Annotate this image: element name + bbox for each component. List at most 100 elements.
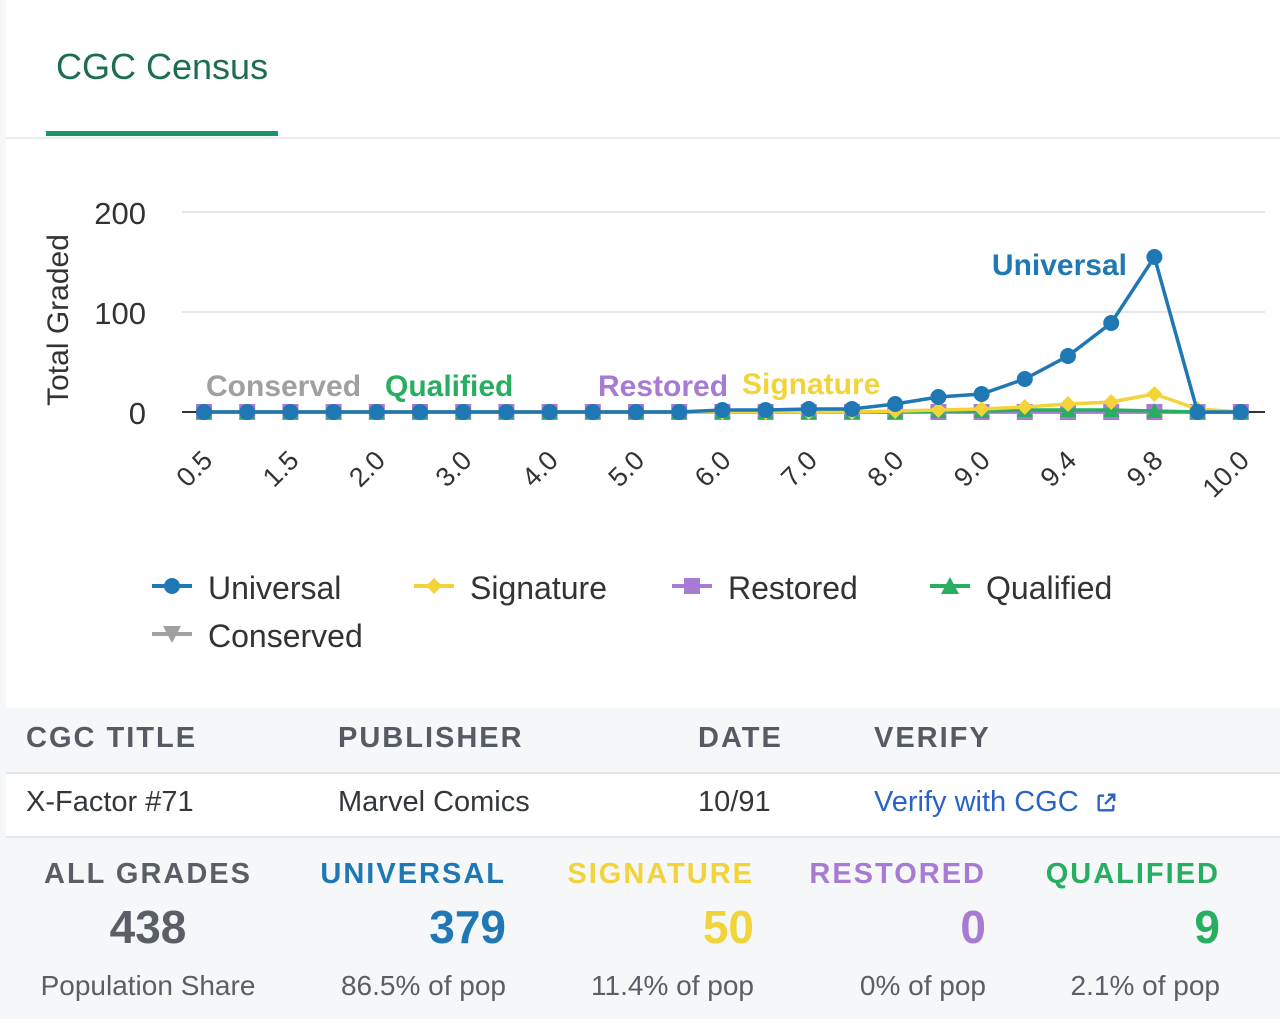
data-point-universal — [628, 404, 644, 420]
x-tick-label: 4.0 — [516, 445, 564, 493]
data-point-universal — [844, 401, 860, 417]
data-point-universal — [714, 402, 731, 418]
stat-signature: SIGNATURE 50 11.4% of pop — [534, 838, 754, 1019]
legend-label: Universal — [208, 570, 342, 606]
x-tick-label: 0.5 — [170, 445, 218, 493]
legend-item-restored[interactable]: Restored — [670, 566, 890, 606]
column-header-title: CGC TITLE — [26, 722, 198, 754]
legend-label: Signature — [470, 570, 607, 606]
data-point-universal — [1146, 249, 1163, 265]
tab-cgc-census[interactable]: CGC Census — [46, 0, 278, 137]
series-annotation-qualified: Qualified — [385, 370, 513, 403]
data-point-universal — [541, 404, 558, 420]
data-point-universal — [1103, 315, 1120, 331]
verify-link-label: Verify with CGC — [874, 786, 1079, 818]
data-point-signature — [1103, 394, 1120, 410]
stat-note: 11.4% of pop — [591, 970, 754, 1001]
data-point-universal — [757, 402, 774, 418]
verify-with-cgc-link[interactable]: Verify with CGC — [874, 786, 1117, 818]
circle-marker-icon — [152, 578, 192, 594]
legend-label: Qualified — [986, 570, 1113, 606]
stat-label: SIGNATURE — [567, 858, 754, 890]
external-link-icon — [1097, 793, 1116, 812]
data-point-universal — [887, 396, 904, 412]
stat-note: 86.5% of pop — [340, 970, 506, 1001]
stat-label: ALL GRADES — [44, 858, 252, 890]
data-point-universal — [196, 404, 212, 420]
data-point-universal — [671, 404, 688, 420]
square-marker-icon — [672, 578, 712, 594]
legend-item-universal[interactable]: Universal — [150, 566, 370, 606]
stat-qualified: QUALIFIED 9 2.1% of pop — [1000, 838, 1220, 1019]
stat-restored: RESTORED 0 0% of pop — [766, 838, 986, 1019]
data-point-universal — [1016, 371, 1033, 387]
stat-all-grades: ALL GRADES 438 Population Share — [28, 838, 268, 1019]
tab-active-indicator — [46, 131, 278, 136]
stat-value: 50 — [702, 901, 754, 953]
series-annotation-signature: Signature — [742, 368, 880, 401]
legend-label: Restored — [728, 570, 858, 606]
data-point-universal — [282, 404, 299, 420]
x-tick-label: 1.5 — [257, 445, 305, 493]
y-axis-title: Total Graded — [42, 234, 75, 406]
data-point-signature — [1016, 399, 1033, 415]
legend-item-qualified[interactable]: Qualified — [928, 566, 1148, 606]
stat-universal: UNIVERSAL 379 86.5% of pop — [286, 838, 506, 1019]
x-tick-label: 2.0 — [343, 445, 391, 493]
left-border — [0, 0, 6, 1019]
x-tick-label: 9.8 — [1121, 445, 1169, 493]
legend-label: Conserved — [208, 618, 363, 654]
table-row: X-Factor #71 Marvel Comics 10/91 Verify … — [6, 774, 1280, 838]
legend-item-conserved[interactable]: Conserved — [150, 614, 390, 654]
data-point-universal — [1189, 404, 1206, 420]
data-point-signature — [1146, 386, 1163, 402]
data-point-universal — [930, 389, 947, 405]
x-tick-label: 3.0 — [430, 445, 478, 493]
data-point-universal — [239, 404, 256, 420]
stat-value: 9 — [1194, 901, 1220, 953]
stat-note: 0% of pop — [859, 970, 986, 1001]
series-annotation-conserved: Conserved — [206, 370, 361, 403]
chart-legend: Universal Signature Restored Qualified — [150, 566, 1150, 666]
tab-label: CGC Census — [56, 46, 269, 87]
x-tick-label: 9.0 — [948, 445, 996, 493]
x-tick-label: 5.0 — [602, 445, 650, 493]
x-tick-label: 8.0 — [862, 445, 910, 493]
column-header-date: DATE — [698, 722, 783, 754]
data-point-universal — [455, 404, 472, 420]
stat-note: Population Share — [40, 970, 256, 1001]
column-header-verify: VERIFY — [874, 722, 991, 754]
series-annotation-universal: Universal — [992, 249, 1127, 282]
y-tick-label: 200 — [94, 196, 146, 231]
data-point-universal — [325, 404, 342, 420]
data-point-qualified — [1146, 403, 1163, 418]
series-annotation-restored: Restored — [598, 370, 728, 403]
legend-item-signature[interactable]: Signature — [412, 566, 632, 606]
census-line-chart: 0 100 200 Total Graded 0.5 1.5 2.0 3.0 4.0 5.0 6.0… — [42, 196, 1265, 503]
data-point-universal — [498, 404, 515, 420]
column-header-publisher: PUBLISHER — [338, 722, 524, 754]
table-header: CGC TITLE PUBLISHER DATE VERIFY — [6, 708, 1280, 774]
x-tick-label: 9.4 — [1034, 445, 1082, 493]
data-point-universal — [368, 404, 385, 420]
tab-bar: CGC Census — [6, 0, 1280, 139]
data-point-universal — [973, 386, 990, 402]
publisher-name: Marvel Comics — [338, 786, 530, 818]
stat-value: 0 — [960, 901, 986, 953]
data-point-universal — [1060, 348, 1076, 364]
y-tick-label: 0 — [129, 396, 146, 431]
population-stats: ALL GRADES 438 Population Share UNIVERSA… — [6, 838, 1280, 1019]
x-tick-label: 10.0 — [1197, 445, 1255, 503]
data-point-signature — [973, 401, 990, 417]
data-point-signature — [930, 402, 947, 418]
triangle-down-marker-icon — [152, 626, 192, 643]
diamond-marker-icon — [414, 578, 454, 594]
comic-title: X-Factor #71 — [26, 786, 194, 818]
issue-date: 10/91 — [698, 786, 771, 818]
data-point-universal — [584, 404, 601, 420]
stat-value: 438 — [109, 901, 187, 953]
stat-note: 2.1% of pop — [1070, 970, 1220, 1001]
data-point-signature — [1060, 396, 1076, 412]
data-point-universal — [1232, 404, 1249, 420]
